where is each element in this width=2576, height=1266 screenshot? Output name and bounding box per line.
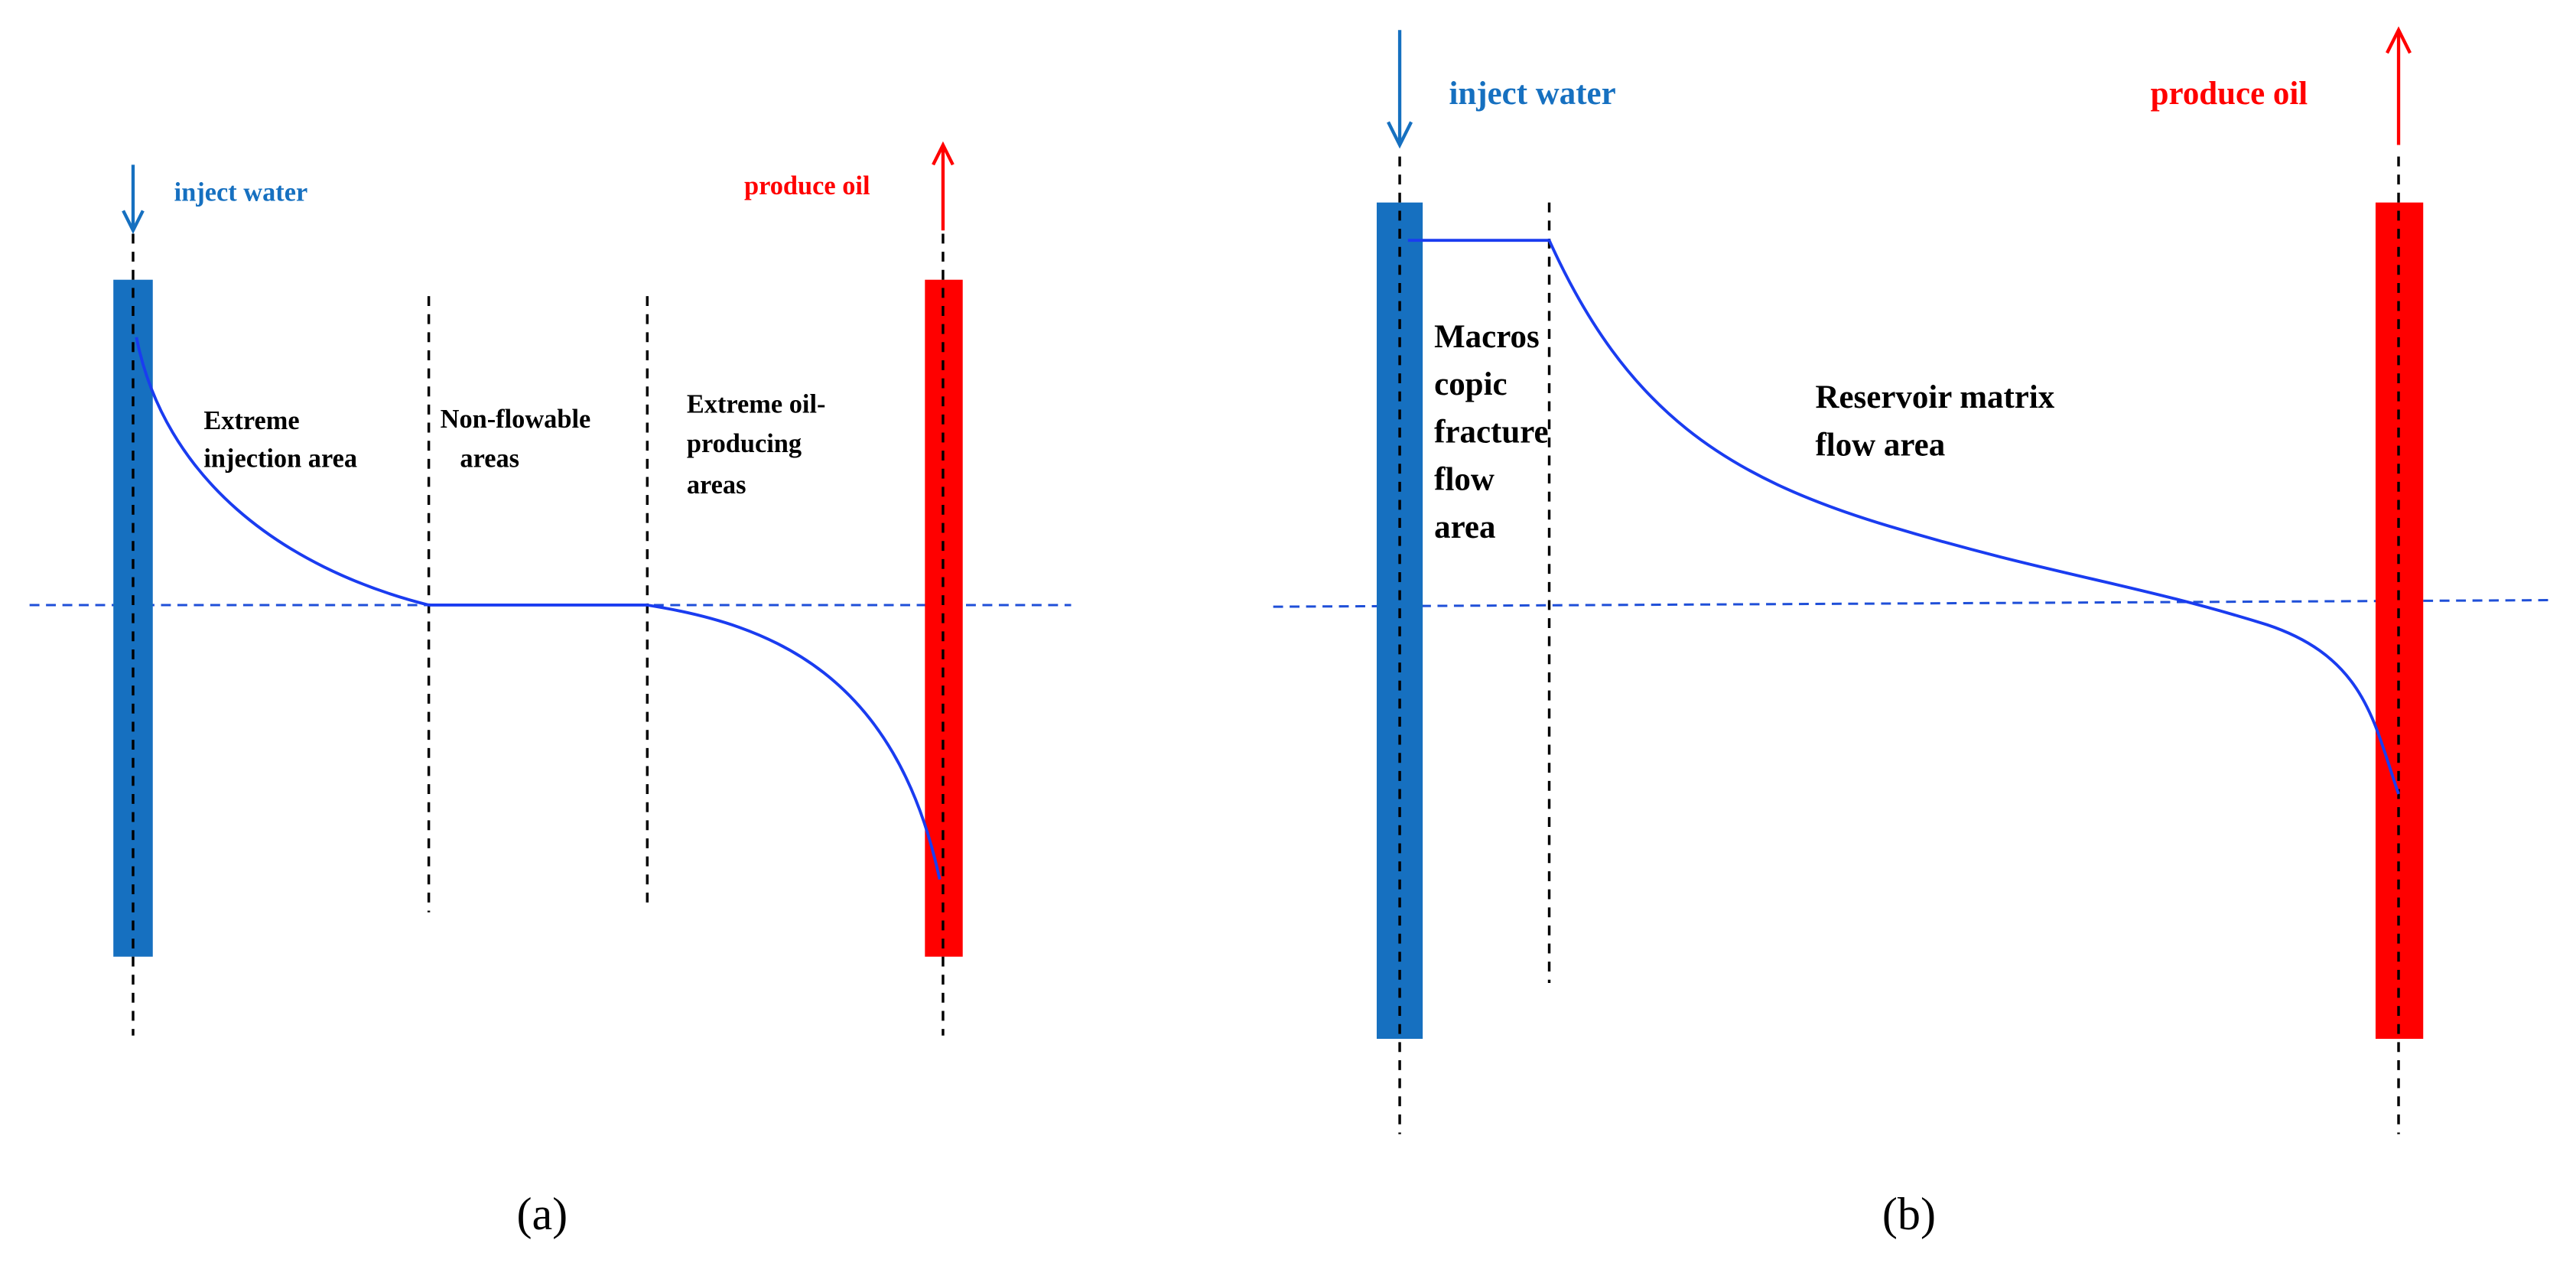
produce-label: produce oil [744,171,870,200]
zone-label: Non-flowable areas [441,405,591,474]
zone-label: Extreme injection area [203,406,357,473]
baseline [1273,599,2550,608]
panel-a: inject water produce oil Extreme injectio… [29,141,1072,1240]
inject-label: inject water [1449,76,1615,112]
panel-b: inject water produce oil Macros copic frac… [1273,26,2550,1240]
zone-label: Macros copic fracture flow area [1434,319,1548,545]
inject-arrow [122,164,145,235]
inject-label: inject water [174,178,308,207]
zone-label: Extreme oil-producing areas [687,390,826,500]
caption: (a) [516,1189,568,1240]
produce-arrow [2386,26,2412,145]
inject-arrow [1387,30,1413,149]
produce-label: produce oil [2151,76,2308,112]
caption: (b) [1882,1189,1936,1240]
pressure-curve [1407,239,2400,795]
pressure-curve [135,337,942,880]
zone-label: Reservoir matrix flow area [1815,379,2054,463]
produce-arrow [932,141,955,231]
